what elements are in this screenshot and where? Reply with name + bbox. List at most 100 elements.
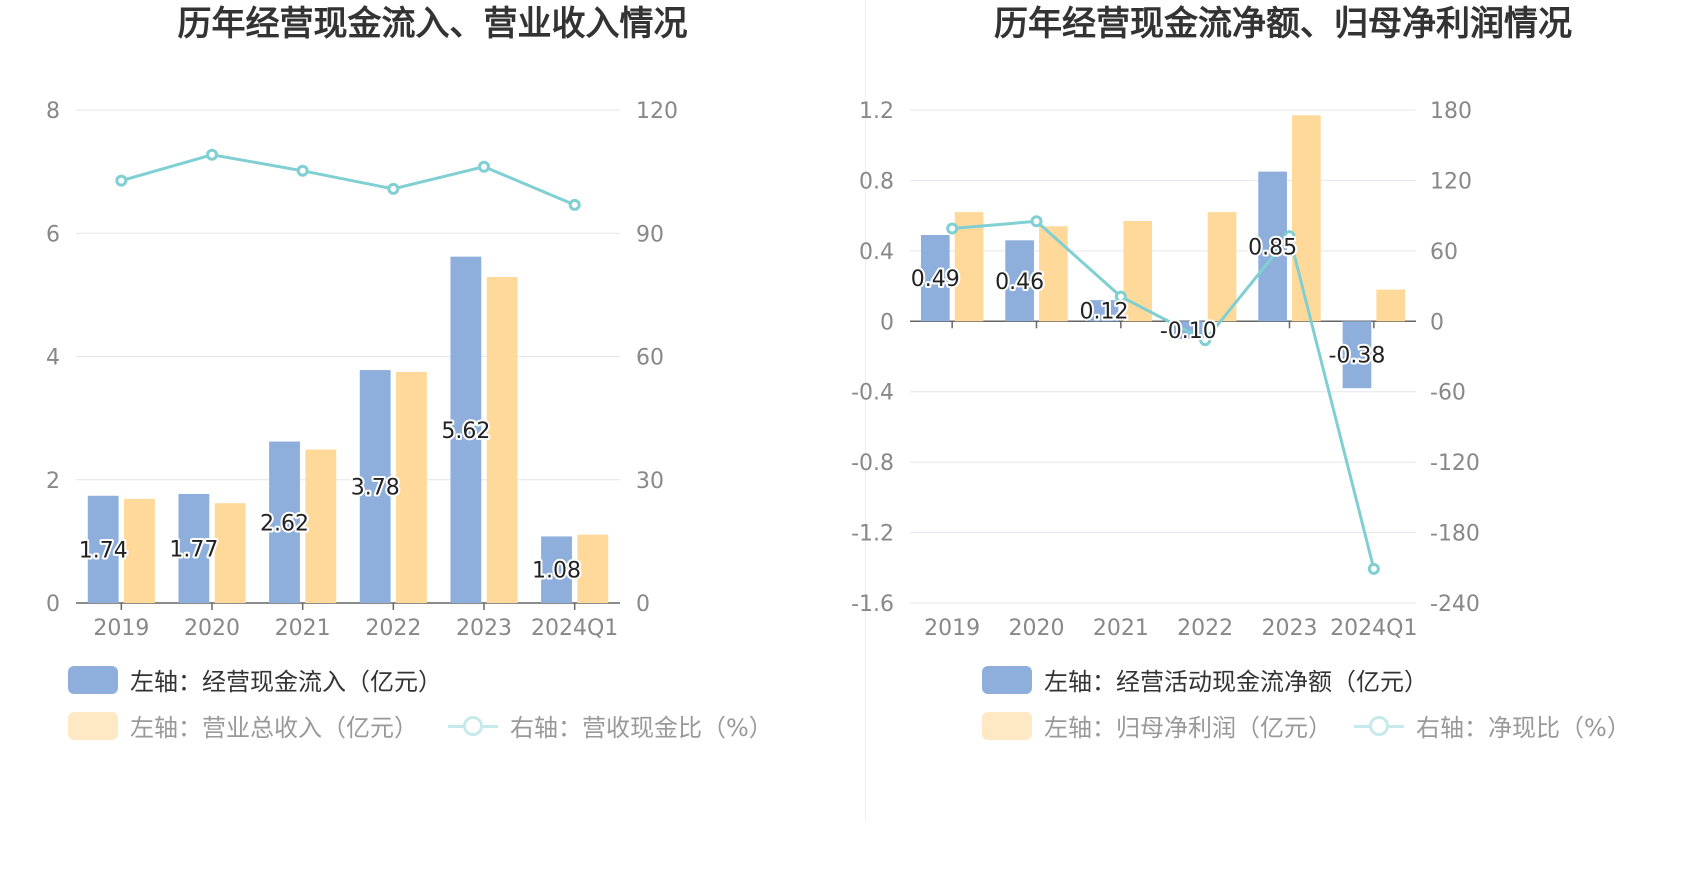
- bar: [954, 212, 984, 322]
- y-tick-label-left: -1.6: [851, 592, 894, 617]
- ratio-point: [387, 182, 400, 195]
- ratio-point: [206, 148, 218, 161]
- legend-label: 右轴：净现比（%）: [1416, 714, 1631, 742]
- bar-data-label: -0.10: [1160, 319, 1217, 344]
- legend-label: 左轴：营业总收入（亿元）: [130, 714, 418, 742]
- bar: [124, 498, 155, 603]
- bar: [1292, 115, 1321, 322]
- y-tick-label-right: -240: [1430, 592, 1480, 617]
- bar: [269, 441, 300, 603]
- bar: [577, 534, 609, 603]
- y-tick-label-right: 120: [636, 99, 678, 124]
- legend-label: 左轴：经营活动现金流净额（亿元）: [1044, 668, 1428, 696]
- legend-item-net-profit[interactable]: 左轴：归母净利润（亿元）: [982, 708, 1332, 743]
- y-tick-label-right: 120: [1430, 169, 1472, 194]
- legend-label: 左轴：归母净利润（亿元）: [1044, 714, 1332, 742]
- ratio-point: [1114, 290, 1127, 303]
- bar: [1342, 321, 1372, 389]
- x-tick-label: 2021: [275, 616, 331, 641]
- legend-swatch-line: [448, 712, 498, 740]
- legend-swatch-bar: [982, 711, 1032, 740]
- legend-item-revenue-cash-ratio[interactable]: 右轴：营收现金比（%）: [448, 708, 773, 743]
- x-tick-label: 2024Q1: [1330, 616, 1417, 641]
- x-tick-label: 2019: [93, 616, 149, 641]
- y-tick-label-right: 0: [1430, 310, 1444, 335]
- y-tick-label-left: 0.8: [859, 169, 894, 194]
- legend-item-net-operating-cash[interactable]: 左轴：经营活动现金流净额（亿元）: [982, 662, 1428, 697]
- ratio-line: [952, 219, 1376, 570]
- x-tick-label: 2023: [1262, 616, 1318, 641]
- legend-item-net-cash-ratio[interactable]: 右轴：净现比（%）: [1354, 708, 1631, 743]
- bar: [305, 449, 337, 603]
- y-tick-label-left: -1.2: [851, 522, 894, 547]
- legend-label: 右轴：营收现金比（%）: [510, 714, 773, 742]
- legend-item-revenue[interactable]: 左轴：营业总收入（亿元）: [68, 708, 418, 743]
- x-tick-label: 2019: [924, 616, 980, 641]
- ratio-point: [1030, 215, 1043, 228]
- y-tick-label-right: -120: [1430, 451, 1480, 476]
- bar-data-label: 0.12: [1079, 300, 1128, 325]
- bar: [1207, 212, 1237, 322]
- x-tick-label: 2020: [1009, 616, 1065, 641]
- legend-swatch-bar: [982, 665, 1032, 694]
- y-tick-label-left: 0: [46, 592, 60, 617]
- x-tick-label: 2024Q1: [531, 616, 618, 641]
- chart-plot-net-cash-flow: -1.6 -1.2 -0.8 -0.4 0 0.4 0.8 1.2 -240 -180 -120 -6…: [851, 99, 1480, 641]
- bar: [486, 277, 518, 603]
- y-tick-label-right: 90: [636, 222, 664, 247]
- ratio-point: [478, 160, 490, 173]
- ratio-point: [1367, 562, 1380, 575]
- bar-data-label: 0.46: [995, 270, 1044, 295]
- chart-title: 历年经营现金流入、营业收入情况: [177, 4, 688, 44]
- y-tick-label-left: 4: [46, 346, 60, 371]
- chart-panel-net-cash-flow: 历年经营现金流净额、归母净利润情况 -1.6 -1.2 -0.8 -0.4 0 0.4 0.…: [851, 0, 1700, 874]
- bar: [1376, 289, 1406, 322]
- y-tick-label-right: 30: [636, 469, 664, 494]
- legend-item-cash-inflow[interactable]: 左轴：经营现金流入（亿元）: [68, 662, 442, 697]
- y-tick-label-left: 8: [46, 99, 60, 124]
- y-tick-label-right: 0: [636, 592, 650, 617]
- y-tick-label-right: 60: [1430, 240, 1458, 265]
- x-tick-label: 2020: [184, 616, 240, 641]
- ratio-point: [115, 174, 128, 187]
- y-tick-label-left: -0.4: [851, 381, 894, 406]
- bar-data-label: 1.74: [79, 538, 128, 563]
- bar: [178, 493, 210, 603]
- legend-swatch-line: [1354, 712, 1404, 740]
- bar-data-label: 2.62: [260, 511, 309, 536]
- bar-data-label: -0.38: [1328, 344, 1385, 369]
- chart-panel-cash-inflow: 历年经营现金流入、营业收入情况 0 2 4 6 8 0 30 60 90 120 2019 2020 2…: [46, 4, 773, 743]
- y-tick-label-left: -0.8: [851, 451, 894, 476]
- ratio-point: [1283, 230, 1296, 243]
- x-tick-label: 2022: [365, 616, 421, 641]
- bar-data-label: 1.77: [169, 537, 218, 562]
- bar: [87, 495, 119, 603]
- y-tick-label-left: 6: [46, 222, 60, 247]
- panel-divider: [865, 0, 866, 820]
- bar-data-label: 0.49: [911, 267, 960, 292]
- bar: [396, 371, 427, 603]
- x-tick-label: 2021: [1093, 616, 1149, 641]
- bar: [541, 536, 572, 603]
- y-tick-label-left: 1.2: [859, 99, 894, 124]
- bar: [214, 503, 246, 603]
- x-tick-label: 2023: [456, 616, 512, 641]
- bar: [1005, 240, 1034, 322]
- ratio-point: [1199, 334, 1212, 347]
- y-tick-label-right: 60: [636, 346, 664, 371]
- ratio-line: [120, 153, 576, 207]
- ratio-point: [946, 222, 959, 235]
- bar: [1039, 226, 1068, 322]
- ratio-point: [568, 198, 581, 211]
- x-tick-label: 2022: [1177, 616, 1233, 641]
- y-tick-label-right: 180: [1430, 99, 1472, 124]
- legend-label: 左轴：经营现金流入（亿元）: [130, 668, 442, 696]
- bar: [450, 256, 482, 603]
- y-tick-label-right: -180: [1430, 522, 1480, 547]
- bar: [359, 370, 391, 603]
- y-tick-label-left: 2: [46, 469, 60, 494]
- chart-title: 历年经营现金流净额、归母净利润情况: [994, 4, 1572, 44]
- legend-swatch-bar: [68, 665, 118, 694]
- ratio-point: [296, 164, 309, 177]
- chart-plot-cash-inflow: 0 2 4 6 8 0 30 60 90 120 2019 2020 2021 2022 2023 2024Q…: [46, 99, 678, 641]
